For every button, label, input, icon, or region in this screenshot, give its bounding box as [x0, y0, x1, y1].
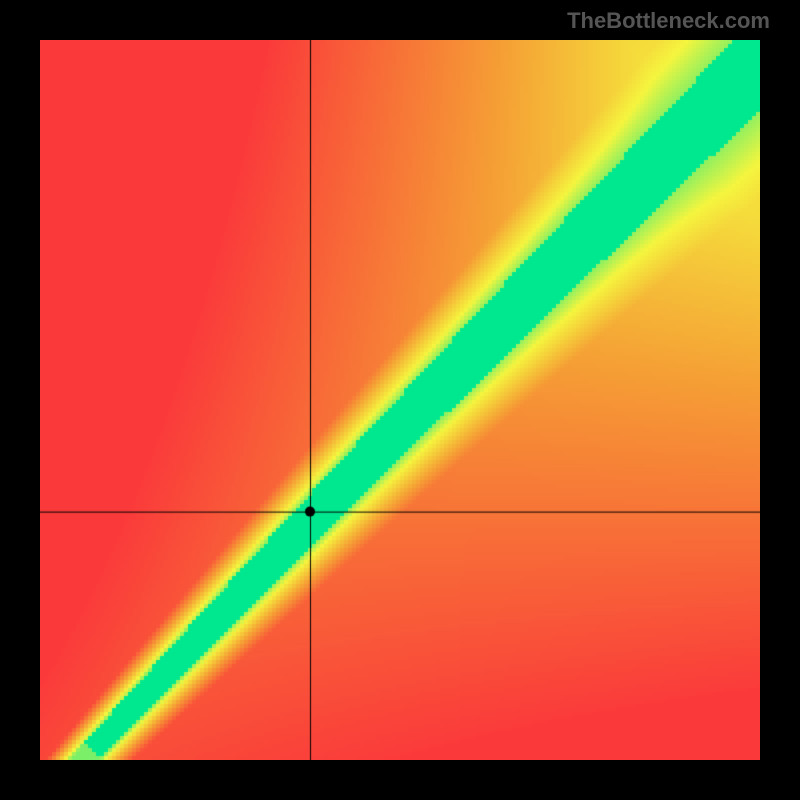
heatmap-canvas	[40, 40, 760, 760]
watermark-text: TheBottleneck.com	[567, 8, 770, 34]
heatmap-plot	[40, 40, 760, 760]
